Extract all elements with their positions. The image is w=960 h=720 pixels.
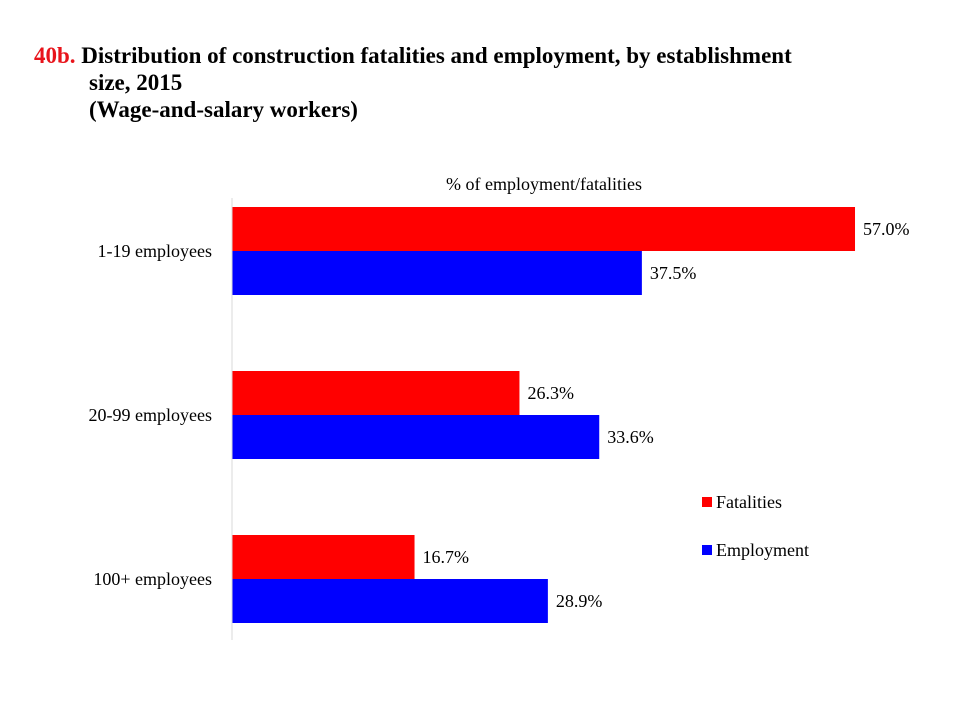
legend-label: Employment: [716, 540, 809, 560]
data-label: 28.9%: [556, 591, 603, 611]
bar-employment: [232, 579, 548, 623]
bar-employment: [232, 251, 642, 295]
data-label: 16.7%: [423, 547, 470, 567]
bar-fatalities: [232, 207, 856, 251]
category-label: 100+ employees: [93, 569, 212, 589]
data-label: 57.0%: [863, 219, 910, 239]
bar-fatalities: [232, 371, 520, 415]
legend-swatch: [702, 545, 712, 555]
category-labels: 1-19 employees 20-99 employees 100+ employ…: [89, 241, 212, 589]
chart-title: 40b. Distribution of construction fatali…: [34, 42, 934, 123]
data-label: 26.3%: [527, 383, 574, 403]
title-text: Distribution of construction fatalities …: [81, 43, 792, 68]
data-label: 37.5%: [650, 263, 697, 283]
data-label: 33.6%: [607, 427, 654, 447]
legend-label: Fatalities: [716, 492, 782, 512]
subtitle: (Wage-and-salary workers): [89, 97, 358, 122]
axis-title: % of employment/fatalities: [446, 174, 642, 194]
category-label: 1-19 employees: [98, 241, 212, 261]
category-label: 20-99 employees: [89, 405, 212, 425]
value-labels: 57.0% 37.5% 26.3% 33.6% 16.7% 28.9%: [423, 219, 910, 611]
bars: [232, 207, 856, 623]
title-line-2: size, 2015: [89, 70, 183, 95]
figure-number: 40b.: [34, 43, 76, 68]
legend-swatch: [702, 497, 712, 507]
legend: Fatalities Employment: [702, 492, 809, 560]
bar-fatalities: [232, 535, 415, 579]
title-line-1: 40b. Distribution of construction fatali…: [34, 42, 934, 69]
bar-employment: [232, 415, 600, 459]
